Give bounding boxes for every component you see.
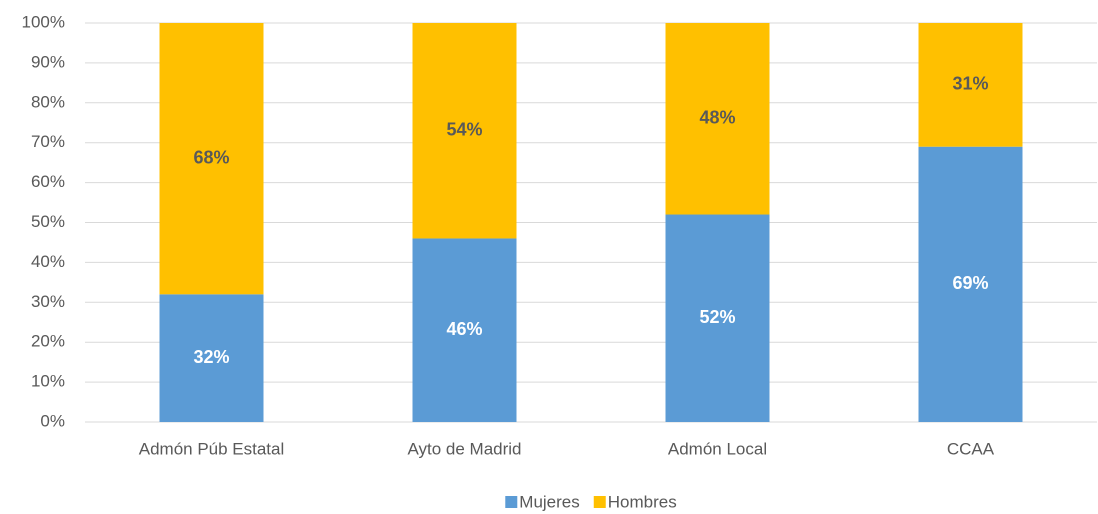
y-tick-label: 20%	[31, 332, 65, 351]
y-tick-label: 70%	[31, 132, 65, 151]
legend-label: Mujeres	[519, 492, 579, 511]
data-label: 32%	[193, 347, 229, 367]
bar-segment	[159, 294, 264, 422]
y-tick-label: 30%	[31, 292, 65, 311]
y-tick-label: 0%	[40, 411, 65, 430]
data-label: 52%	[699, 307, 735, 327]
bar-segment	[665, 214, 770, 422]
x-tick-label: CCAA	[947, 439, 995, 458]
y-tick-label: 10%	[31, 372, 65, 391]
x-tick-label: Admón Local	[668, 439, 767, 458]
data-label: 68%	[193, 147, 229, 167]
bar-segment	[918, 146, 1023, 422]
x-tick-label: Ayto de Madrid	[407, 439, 521, 458]
legend-label: Hombres	[608, 492, 677, 511]
y-tick-label: 40%	[31, 252, 65, 271]
y-tick-label: 50%	[31, 212, 65, 231]
y-tick-label: 60%	[31, 172, 65, 191]
bar-segment	[412, 238, 517, 422]
data-label: 54%	[446, 119, 482, 139]
y-tick-label: 80%	[31, 92, 65, 111]
legend-swatch	[505, 496, 518, 508]
data-label: 69%	[952, 273, 988, 293]
data-label: 46%	[446, 319, 482, 339]
y-tick-label: 100%	[22, 12, 65, 31]
legend-swatch	[593, 496, 606, 508]
data-label: 31%	[952, 74, 988, 94]
y-tick-label: 90%	[31, 52, 65, 71]
x-tick-label: Admón Púb Estatal	[139, 439, 285, 458]
bar-segment	[665, 23, 770, 215]
bar-segment	[918, 23, 1023, 147]
bar-segment	[412, 23, 517, 239]
data-label: 48%	[699, 108, 735, 128]
bar-segment	[159, 23, 264, 295]
